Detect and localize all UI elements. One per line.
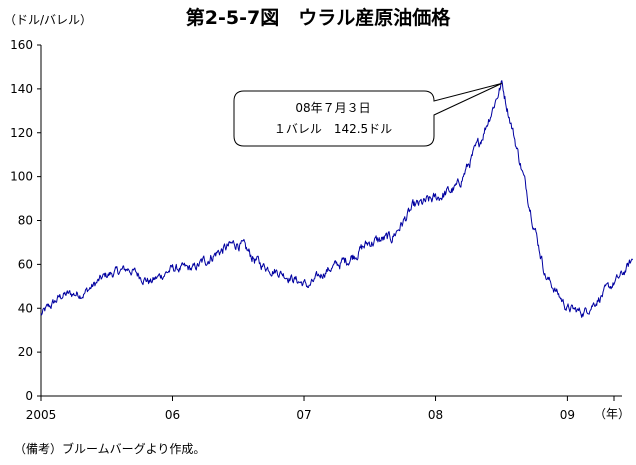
x-tick-label: 2005 <box>26 408 57 422</box>
peak-callout: 08年７月３日 １バレル 142.5ドル <box>233 82 503 147</box>
y-tick-label: 20 <box>18 345 33 359</box>
x-tick-label: 09 <box>560 408 575 422</box>
x-axis-ticks: 2005 06 07 08 09 <box>26 396 615 422</box>
y-tick-label: 140 <box>10 82 33 96</box>
source-note: （備考）ブルームバーグより作成。 <box>14 441 205 456</box>
chart-title: 第2-5-7図 ウラル産原油価格 <box>186 6 451 29</box>
price-series-line <box>40 80 634 318</box>
y-tick-label: 80 <box>18 214 33 228</box>
y-tick-label: 160 <box>10 38 33 52</box>
x-axis-unit-label: （年） <box>594 407 630 421</box>
x-tick-label: 08 <box>428 408 443 422</box>
callout-line-date: 08年７月３日 <box>295 101 370 115</box>
y-tick-label: 60 <box>18 257 33 271</box>
callout-bubble <box>233 82 503 147</box>
y-tick-label: 0 <box>25 389 33 403</box>
y-tick-label: 120 <box>10 126 33 140</box>
x-tick-label: 07 <box>296 408 311 422</box>
y-axis-ticks: 0 20 40 60 80 100 120 140 160 <box>10 38 41 403</box>
callout-line-price: １バレル 142.5ドル <box>274 122 392 136</box>
x-tick-label: 06 <box>165 408 180 422</box>
y-axis-unit-label: （ドル/バレル） <box>4 13 92 27</box>
y-tick-label: 100 <box>10 170 33 184</box>
y-tick-label: 40 <box>18 301 33 315</box>
